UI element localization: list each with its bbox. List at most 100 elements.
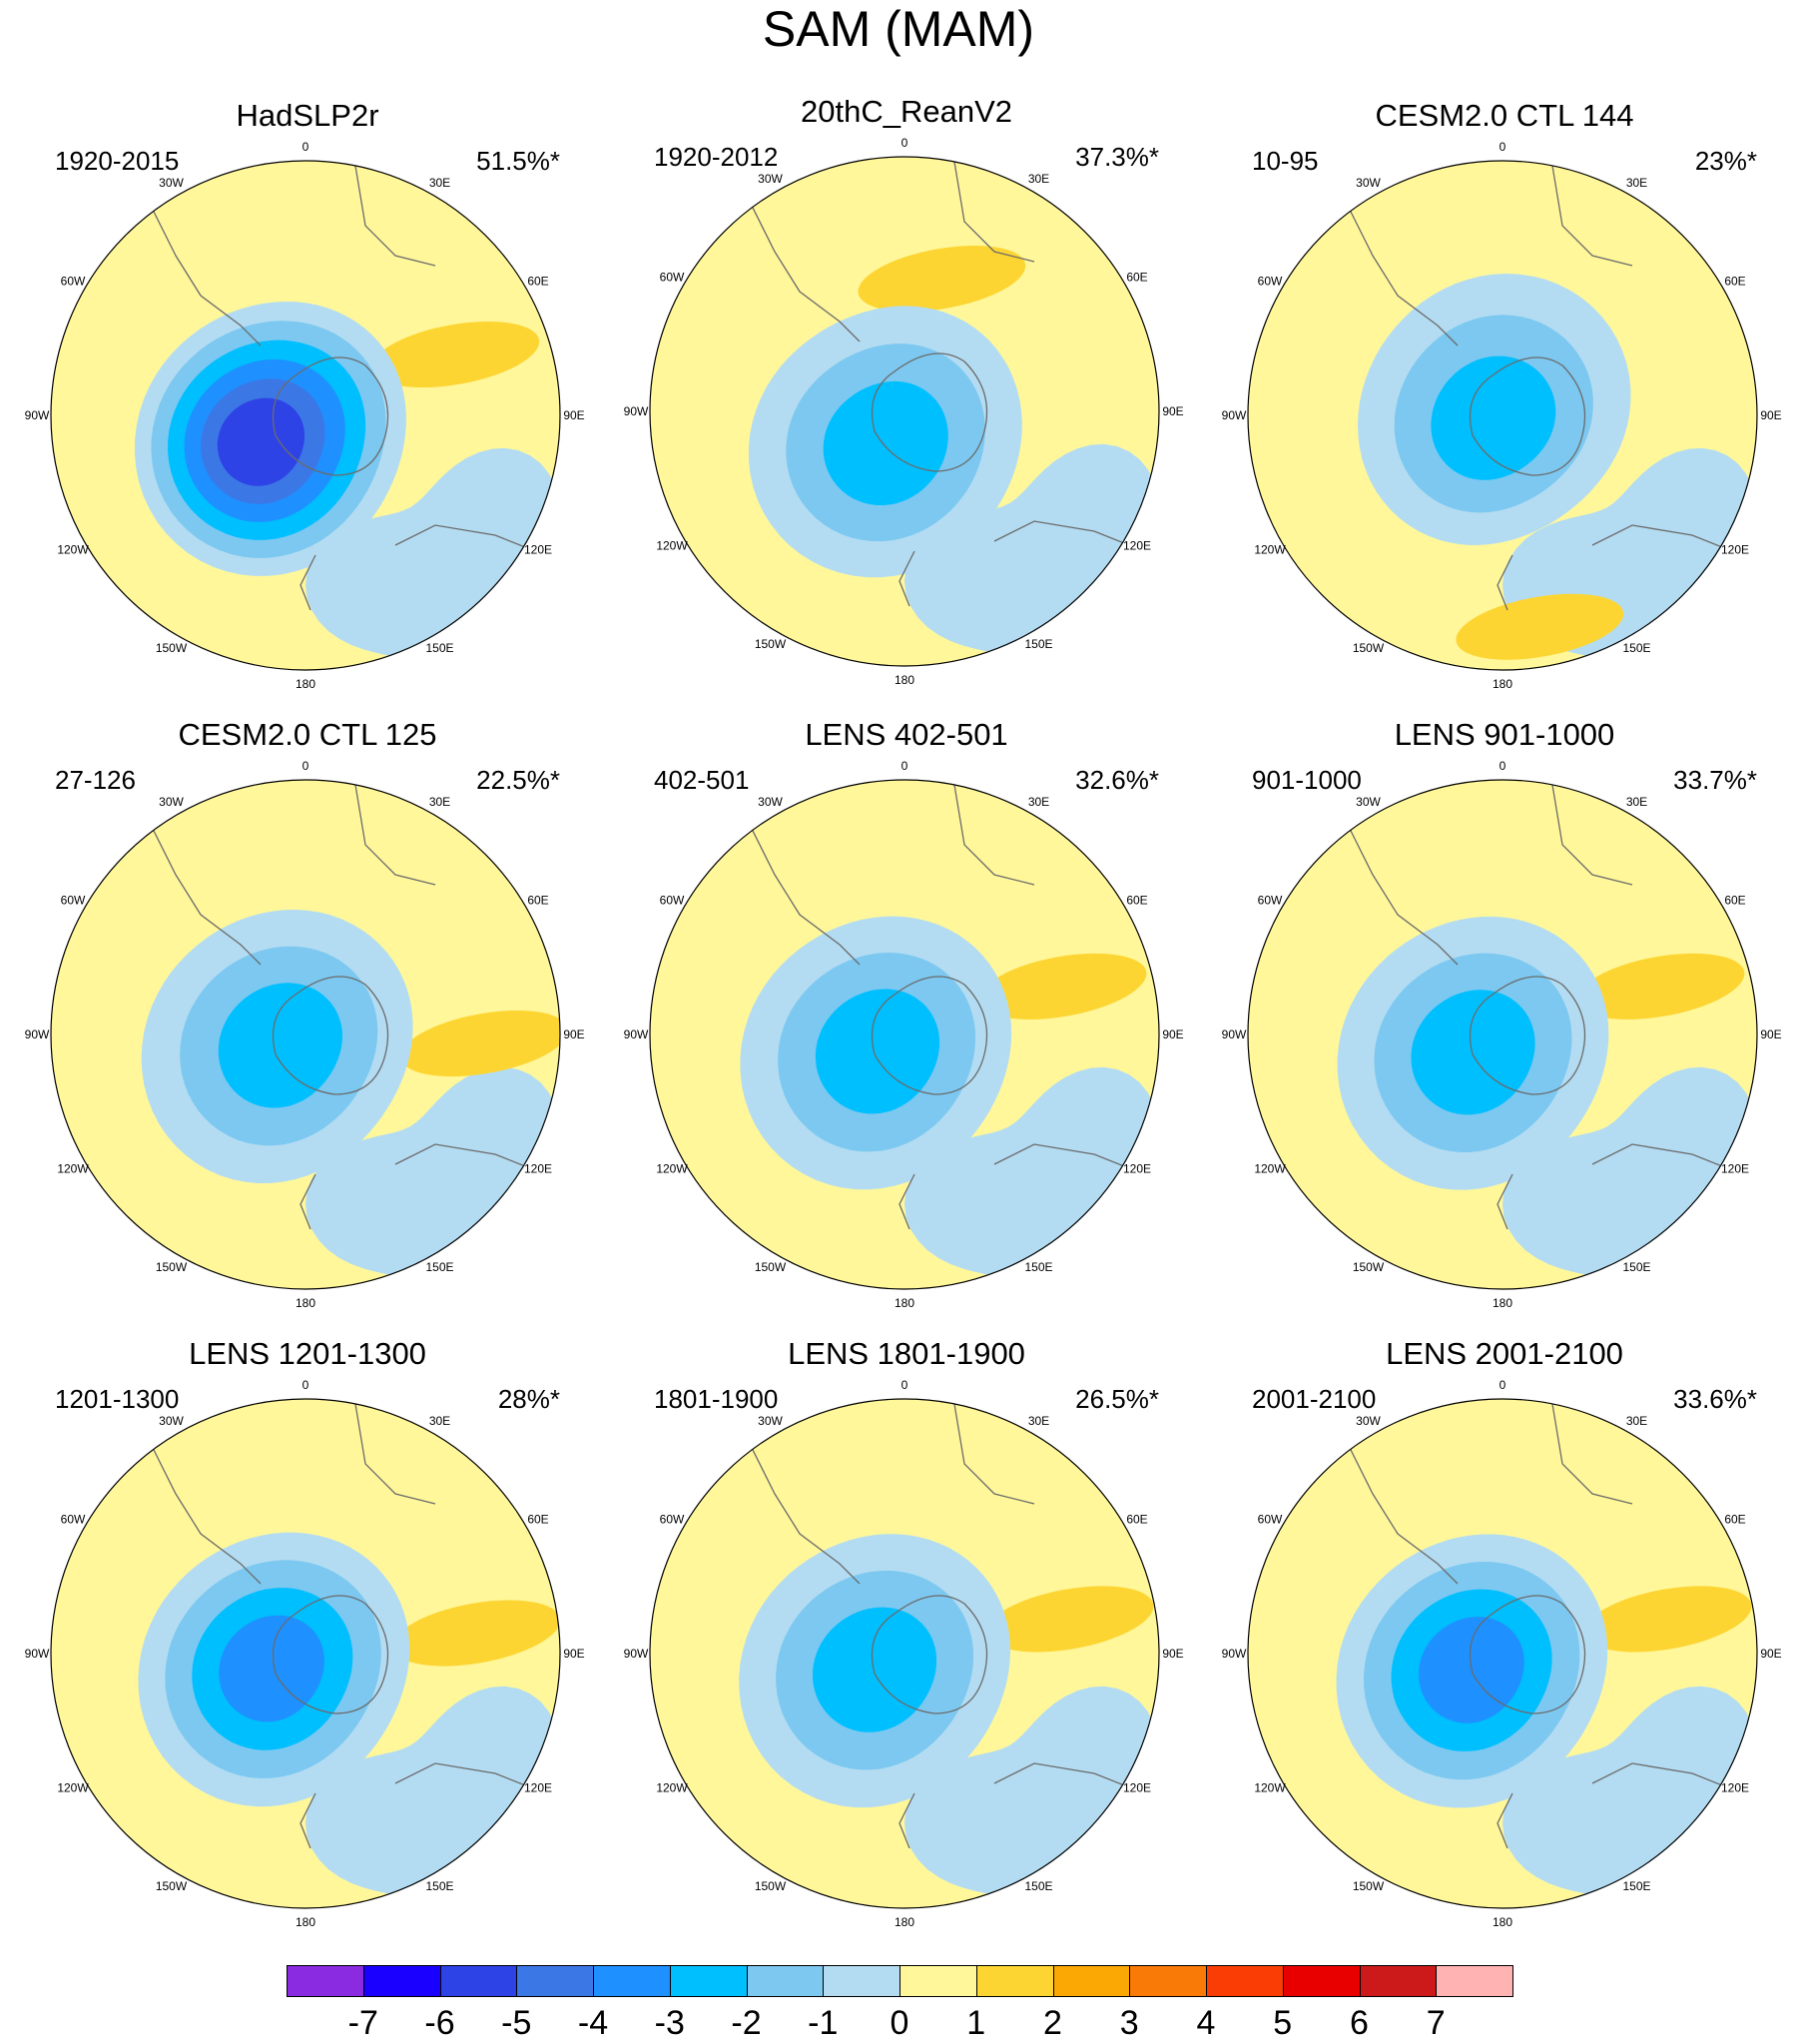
longitude-label: 150E xyxy=(1622,1879,1650,1893)
polar-map: 0 30E 60E 90E 120E 150E 180 150W 120W 90W 60W 30W xyxy=(25,759,585,1310)
positive-lobe xyxy=(371,321,540,388)
variance-label: 26.5%* xyxy=(1075,1384,1159,1414)
coastline xyxy=(871,1595,988,1714)
longitude-label: 90W xyxy=(25,1027,50,1041)
negative-contour xyxy=(1411,990,1535,1115)
panel-lens-2001-2100: 0 30E 60E 90E 120E 150E 180 150W 120W 90W 60W 30W L… xyxy=(1205,1336,1797,1955)
panel-title: 20thC_ReanV2 xyxy=(801,94,1012,129)
longitude-label: 60E xyxy=(527,1513,548,1527)
coastline xyxy=(898,1792,915,1849)
longitude-label: 60W xyxy=(61,894,86,908)
positive-lobe xyxy=(1583,1586,1752,1653)
coastline xyxy=(300,554,316,611)
longitude-label: 90W xyxy=(624,1647,649,1661)
coastline xyxy=(145,1433,262,1585)
longitude-label: 30W xyxy=(159,176,184,190)
longitude-label: 180 xyxy=(1493,677,1512,691)
period-label: 1801-1900 xyxy=(654,1384,779,1414)
longitude-label: 150E xyxy=(1622,641,1650,655)
coastline xyxy=(1551,165,1633,267)
longitude-label: 0 xyxy=(1499,140,1506,154)
longitude-label: 120E xyxy=(1721,1162,1749,1176)
longitude-label: 150W xyxy=(156,641,188,655)
positive-lobe xyxy=(858,246,1026,313)
longitude-label: 60E xyxy=(1724,275,1745,289)
colorbar-tick-label: 5 xyxy=(1273,2004,1293,2042)
colorbar-box xyxy=(899,1965,977,1997)
coastline xyxy=(953,161,1035,263)
longitude-label: 120E xyxy=(1123,1781,1151,1795)
longitude-label: 90W xyxy=(25,1647,50,1661)
colorbar-box xyxy=(593,1965,671,1997)
colorbar-box xyxy=(1282,1965,1361,1997)
longitude-label: 30W xyxy=(1356,795,1381,809)
colorbar-box xyxy=(287,1965,364,1997)
longitude-label: 90W xyxy=(25,408,50,422)
colorbar-tick-label: 0 xyxy=(890,2004,909,2042)
longitude-label: 30W xyxy=(159,795,184,809)
coastline xyxy=(300,1792,316,1849)
longitude-label: 0 xyxy=(901,136,908,150)
map-border xyxy=(50,1398,561,1909)
polar-map: 0 30E 60E 90E 120E 150E 180 150W 120W 90W 60W 30W xyxy=(1222,1378,1782,1929)
coastline xyxy=(1497,1792,1513,1849)
longitude-label: 60W xyxy=(660,894,685,908)
longitude-label: 120W xyxy=(57,1162,89,1176)
longitude-label: 0 xyxy=(302,1378,309,1392)
longitude-label: 120E xyxy=(524,543,552,557)
longitude-label: 150W xyxy=(1353,1260,1385,1274)
panel-lens-1201-1300: 0 30E 60E 90E 120E 150E 180 150W 120W 90W 60W 30W L… xyxy=(8,1336,607,1955)
coastline xyxy=(1342,814,1459,966)
map-field xyxy=(51,780,560,1289)
period-label: 1201-1300 xyxy=(55,1384,180,1414)
colorbar-tick-label: 2 xyxy=(1043,2004,1062,2042)
colorbar-box xyxy=(1052,1965,1131,1997)
longitude-label: 30W xyxy=(758,172,783,186)
longitude-label: 60W xyxy=(61,275,86,289)
longitude-label: 120W xyxy=(1254,1162,1286,1176)
polar-map: 0 30E 60E 90E 120E 150E 180 150W 120W 90W 60W 30W xyxy=(25,140,585,691)
longitude-label: 150W xyxy=(755,1879,787,1893)
negative-contour xyxy=(217,397,305,486)
positive-lobe xyxy=(392,1600,560,1667)
longitude-label: 60W xyxy=(1258,275,1283,289)
longitude-label: 90E xyxy=(1162,1647,1183,1661)
longitude-label: 120W xyxy=(656,1781,688,1795)
longitude-label: 90E xyxy=(1760,408,1781,422)
longitude-label: 90W xyxy=(624,404,649,418)
colorbar-box xyxy=(1359,1965,1438,1997)
coastline xyxy=(272,356,389,476)
panel-title: LENS 901-1000 xyxy=(1394,717,1615,752)
longitude-label: 30E xyxy=(1626,1414,1647,1428)
panel-lens-901-1000: 0 30E 60E 90E 120E 150E 180 150W 120W 90W 60W 30W L… xyxy=(1205,717,1797,1336)
coastline xyxy=(1342,1433,1459,1585)
longitude-label: 150W xyxy=(755,1260,787,1274)
longitude-label: 120W xyxy=(1254,543,1286,557)
colorbar-tick-label: -6 xyxy=(424,2004,455,2042)
coastline xyxy=(354,784,436,886)
map-field xyxy=(1248,780,1757,1289)
longitude-label: 60E xyxy=(527,894,548,908)
negative-contour xyxy=(1431,355,1556,480)
colorbar-tick-label: -7 xyxy=(347,2004,378,2042)
panel-title: LENS 1801-1900 xyxy=(788,1336,1025,1371)
longitude-label: 30W xyxy=(758,1414,783,1428)
longitude-label: 0 xyxy=(901,1378,908,1392)
panel-title: CESM2.0 CTL 144 xyxy=(1375,98,1634,133)
panel-cesm2-ctl-125: 0 30E 60E 90E 120E 150E 180 150W 120W 90W 60W 30W C… xyxy=(8,717,607,1336)
period-label: 1920-2012 xyxy=(654,142,779,172)
longitude-label: 120W xyxy=(656,1162,688,1176)
map-field xyxy=(650,1399,1159,1908)
positive-lobe xyxy=(1456,593,1624,660)
variance-label: 28%* xyxy=(497,1384,560,1414)
map-field xyxy=(51,1399,560,1908)
colorbar-box xyxy=(1129,1965,1207,1997)
longitude-label: 90E xyxy=(563,1647,584,1661)
polar-map: 0 30E 60E 90E 120E 150E 180 150W 120W 90W 60W 30W xyxy=(25,1378,585,1929)
longitude-label: 30W xyxy=(1356,1414,1381,1428)
longitude-label: 150W xyxy=(1353,641,1385,655)
colorbar-tick-label: 3 xyxy=(1119,2004,1139,2042)
longitude-label: 90W xyxy=(1222,408,1247,422)
coastline xyxy=(871,352,988,472)
longitude-label: 90W xyxy=(624,1027,649,1041)
